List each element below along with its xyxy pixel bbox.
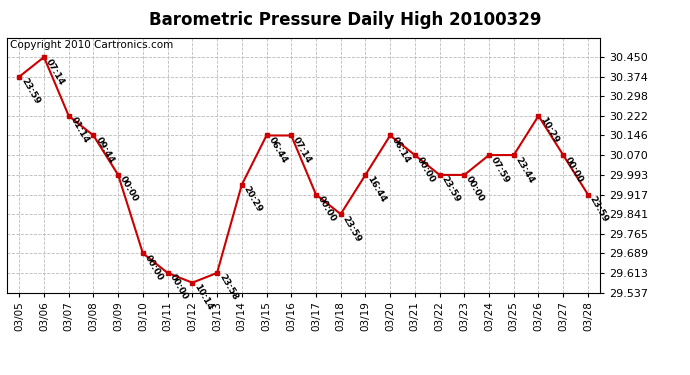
Text: 23:59: 23:59: [588, 195, 610, 224]
Text: Barometric Pressure Daily High 20100329: Barometric Pressure Daily High 20100329: [149, 11, 541, 29]
Text: 00:00: 00:00: [415, 155, 437, 184]
Text: 00:00: 00:00: [143, 253, 165, 282]
Text: 06:14: 06:14: [390, 135, 412, 165]
Text: 00:00: 00:00: [118, 175, 140, 204]
Text: 23:44: 23:44: [514, 155, 536, 184]
Text: 07:59: 07:59: [489, 155, 511, 184]
Text: 00:00: 00:00: [168, 273, 190, 302]
Text: 10:14: 10:14: [193, 283, 215, 312]
Text: Copyright 2010 Cartronics.com: Copyright 2010 Cartronics.com: [10, 40, 173, 50]
Text: 00:00: 00:00: [316, 195, 338, 224]
Text: 00:00: 00:00: [563, 155, 585, 184]
Text: 07:14: 07:14: [44, 57, 66, 87]
Text: 10:29: 10:29: [538, 116, 560, 145]
Text: 16:44: 16:44: [366, 175, 388, 204]
Text: 00:00: 00:00: [464, 175, 486, 204]
Text: 06:44: 06:44: [266, 135, 288, 165]
Text: 23:59: 23:59: [341, 214, 363, 243]
Text: 07:14: 07:14: [291, 135, 313, 165]
Text: 09:44: 09:44: [93, 135, 116, 165]
Text: 23:59: 23:59: [19, 77, 41, 106]
Text: 23:58: 23:58: [217, 273, 239, 302]
Text: 01:14: 01:14: [69, 116, 91, 145]
Text: 23:59: 23:59: [440, 175, 462, 204]
Text: 20:29: 20:29: [241, 185, 264, 214]
